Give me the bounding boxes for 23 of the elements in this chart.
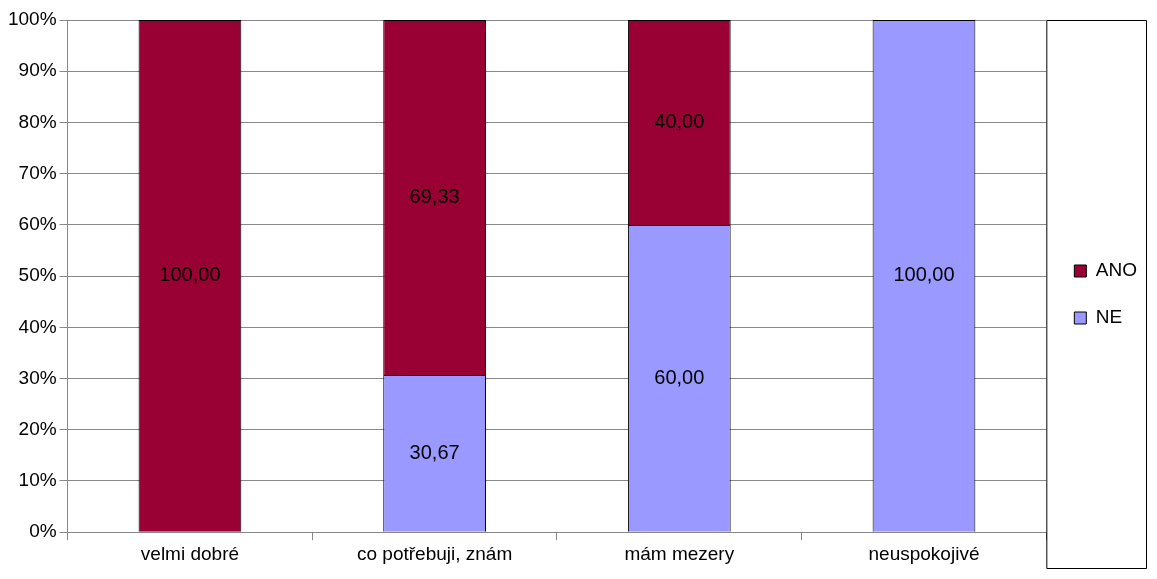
x-tick-label: neuspokojivé (868, 542, 980, 564)
y-tick-label: 10% (18, 469, 57, 491)
x-tick-label: velmi dobré (140, 542, 240, 564)
legend-label: NE (1095, 306, 1123, 328)
y-tick-label: 40% (18, 315, 57, 337)
y-tick-label: 0% (29, 520, 57, 542)
y-tick-label: 70% (18, 161, 57, 183)
data-label: 30,67 (409, 440, 460, 463)
data-label: 60,00 (654, 365, 705, 388)
data-label: 40,00 (654, 109, 705, 132)
data-label: 100,00 (893, 263, 955, 286)
data-label: 100,00 (159, 263, 221, 286)
y-tick-label: 80% (18, 110, 57, 132)
y-tick-label: 30% (18, 366, 57, 388)
x-tick-label: co potřebuji, znám (356, 542, 513, 564)
data-label: 69,33 (409, 185, 460, 208)
y-tick-label: 50% (18, 264, 57, 286)
y-tick-label: 20% (18, 417, 57, 439)
x-tick-label: mám mezery (624, 542, 735, 564)
y-tick-label: 60% (18, 213, 57, 235)
y-tick-label: 90% (18, 59, 57, 81)
y-tick-label: 100% (7, 8, 57, 30)
legend-label: ANO (1095, 259, 1138, 281)
